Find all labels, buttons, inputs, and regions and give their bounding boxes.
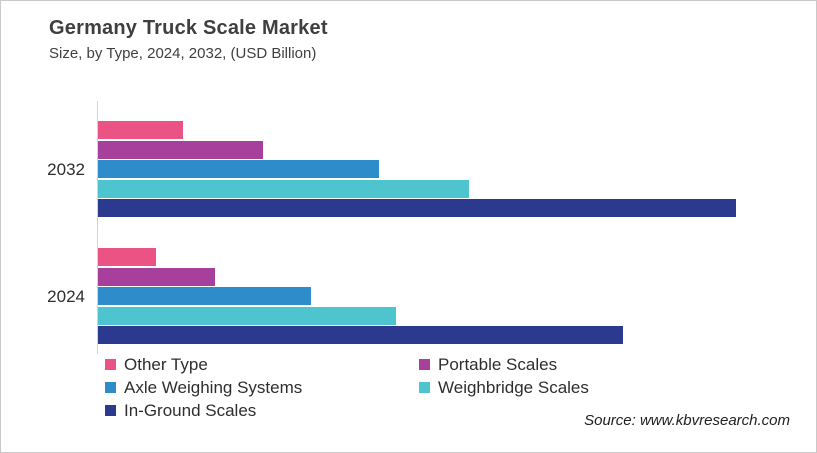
legend-swatch-portable-scales [419, 359, 430, 370]
legend-label-in-ground-scales: In-Ground Scales [124, 401, 257, 420]
legend-item-portable-scales: Portable Scales [419, 355, 589, 374]
bar-2032-other-type [98, 121, 183, 139]
legend-label-other-type: Other Type [124, 355, 208, 374]
bar-2032-in-ground-scales [98, 199, 736, 217]
legend-label-portable-scales: Portable Scales [438, 355, 558, 374]
legend-item-in-ground-scales: In-Ground Scales [105, 401, 419, 420]
legend-swatch-axle-weighing-systems [105, 382, 116, 393]
legend: Other Type Portable Scales Axle Weighing S… [105, 355, 589, 420]
category-label-2032: 2032 [47, 160, 85, 179]
bar-2024-axle-weighing-systems [98, 287, 312, 305]
bar-2032-axle-weighing-systems [98, 160, 379, 178]
bar-2024-weighbridge-scales [98, 307, 396, 325]
chart-title: Germany Truck Scale Market [49, 17, 328, 39]
bar-2024-other-type [98, 248, 157, 266]
legend-item-other-type: Other Type [105, 355, 419, 374]
legend-item-weighbridge-scales: Weighbridge Scales [419, 378, 589, 397]
source-credit: Source: www.kbvresearch.com [584, 412, 790, 429]
bar-2024-portable-scales [98, 268, 215, 286]
plot-area [97, 101, 758, 354]
legend-swatch-other-type [105, 359, 116, 370]
legend-swatch-in-ground-scales [105, 405, 116, 416]
legend-label-weighbridge-scales: Weighbridge Scales [438, 378, 589, 397]
category-label-2024: 2024 [47, 287, 85, 306]
bar-2032-portable-scales [98, 141, 264, 159]
legend-label-axle-weighing-systems: Axle Weighing Systems [124, 378, 303, 397]
bar-2032-weighbridge-scales [98, 180, 470, 198]
legend-swatch-weighbridge-scales [419, 382, 430, 393]
legend-item-axle-weighing-systems: Axle Weighing Systems [105, 378, 419, 397]
chart-subtitle: Size, by Type, 2024, 2032, (USD Billion) [49, 45, 317, 62]
bar-2024-in-ground-scales [98, 326, 624, 344]
